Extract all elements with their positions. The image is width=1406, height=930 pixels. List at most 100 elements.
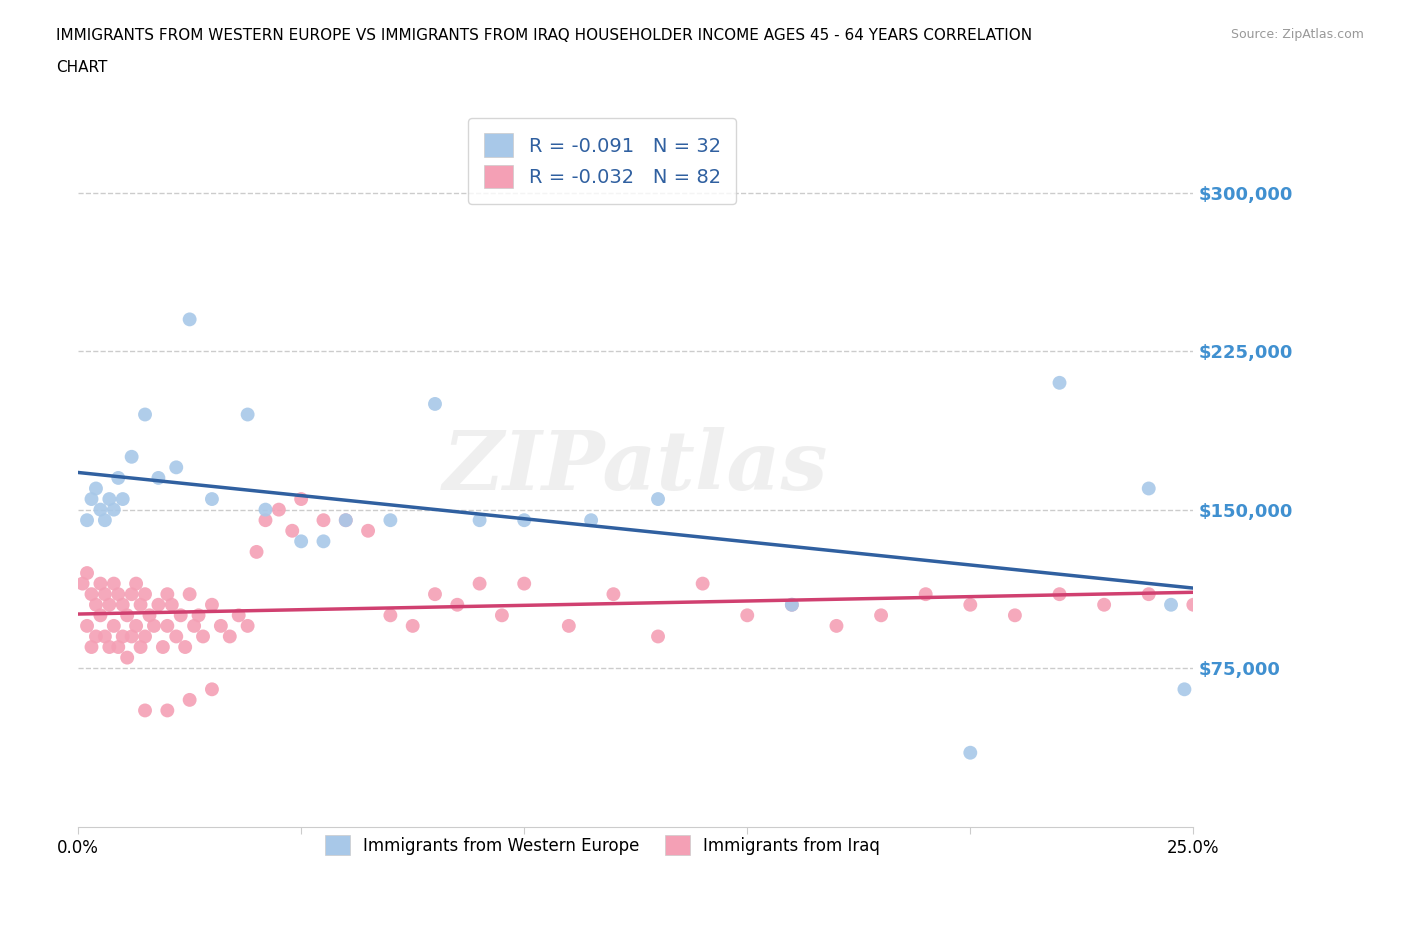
Point	[380, 608, 402, 623]
Point	[357, 524, 380, 538]
Point	[115, 650, 138, 665]
Point	[959, 597, 981, 612]
Point	[312, 512, 335, 527]
Point	[825, 618, 848, 633]
Point	[80, 640, 103, 655]
Point	[914, 587, 936, 602]
Point	[170, 608, 193, 623]
Text: CHART: CHART	[56, 60, 108, 75]
Point	[89, 608, 111, 623]
Point	[1049, 376, 1071, 391]
Point	[191, 629, 214, 644]
Point	[423, 587, 446, 602]
Point	[1049, 587, 1071, 602]
Point	[103, 618, 125, 633]
Point	[558, 618, 581, 633]
Point	[1137, 587, 1160, 602]
Point	[468, 577, 491, 591]
Point	[125, 577, 148, 591]
Point	[735, 608, 758, 623]
Point	[76, 565, 98, 580]
Point	[402, 618, 425, 633]
Point	[187, 608, 209, 623]
Point	[98, 597, 121, 612]
Point	[165, 629, 187, 644]
Point	[201, 682, 224, 697]
Point	[692, 577, 714, 591]
Point	[579, 512, 602, 527]
Point	[121, 449, 143, 464]
Point	[1137, 481, 1160, 496]
Point	[179, 312, 201, 326]
Point	[84, 629, 107, 644]
Point	[103, 577, 125, 591]
Point	[134, 629, 156, 644]
Point	[513, 512, 536, 527]
Point	[115, 608, 138, 623]
Point	[156, 587, 179, 602]
Point	[160, 597, 183, 612]
Point	[281, 524, 304, 538]
Point	[468, 512, 491, 527]
Point	[111, 629, 134, 644]
Point	[267, 502, 290, 517]
Point	[602, 587, 624, 602]
Point	[94, 512, 117, 527]
Point	[107, 471, 129, 485]
Point	[134, 407, 156, 422]
Point	[142, 618, 165, 633]
Point	[312, 534, 335, 549]
Point	[103, 502, 125, 517]
Text: Source: ZipAtlas.com: Source: ZipAtlas.com	[1230, 28, 1364, 41]
Point	[290, 492, 312, 507]
Point	[179, 587, 201, 602]
Point	[148, 597, 170, 612]
Point	[491, 608, 513, 623]
Point	[1173, 682, 1195, 697]
Point	[89, 577, 111, 591]
Point	[245, 544, 267, 559]
Point	[107, 587, 129, 602]
Point	[513, 577, 536, 591]
Text: IMMIGRANTS FROM WESTERN EUROPE VS IMMIGRANTS FROM IRAQ HOUSEHOLDER INCOME AGES 4: IMMIGRANTS FROM WESTERN EUROPE VS IMMIGR…	[56, 28, 1032, 43]
Point	[94, 629, 117, 644]
Point	[335, 512, 357, 527]
Point	[80, 492, 103, 507]
Point	[174, 640, 197, 655]
Point	[423, 396, 446, 411]
Point	[959, 745, 981, 760]
Point	[780, 597, 803, 612]
Point	[335, 512, 357, 527]
Point	[183, 618, 205, 633]
Point	[380, 512, 402, 527]
Point	[84, 597, 107, 612]
Point	[134, 587, 156, 602]
Point	[80, 587, 103, 602]
Point	[148, 471, 170, 485]
Point	[647, 492, 669, 507]
Point	[179, 693, 201, 708]
Point	[134, 703, 156, 718]
Point	[647, 629, 669, 644]
Point	[121, 629, 143, 644]
Point	[111, 492, 134, 507]
Point	[870, 608, 893, 623]
Point	[121, 587, 143, 602]
Point	[107, 640, 129, 655]
Point	[254, 512, 277, 527]
Point	[780, 597, 803, 612]
Point	[165, 460, 187, 475]
Point	[152, 640, 174, 655]
Point	[156, 703, 179, 718]
Point	[201, 492, 224, 507]
Point	[201, 597, 224, 612]
Point	[209, 618, 232, 633]
Point	[1092, 597, 1115, 612]
Point	[1004, 608, 1026, 623]
Point	[236, 618, 259, 633]
Point	[98, 640, 121, 655]
Point	[254, 502, 277, 517]
Point	[125, 618, 148, 633]
Text: ZIPatlas: ZIPatlas	[443, 428, 828, 508]
Point	[129, 640, 152, 655]
